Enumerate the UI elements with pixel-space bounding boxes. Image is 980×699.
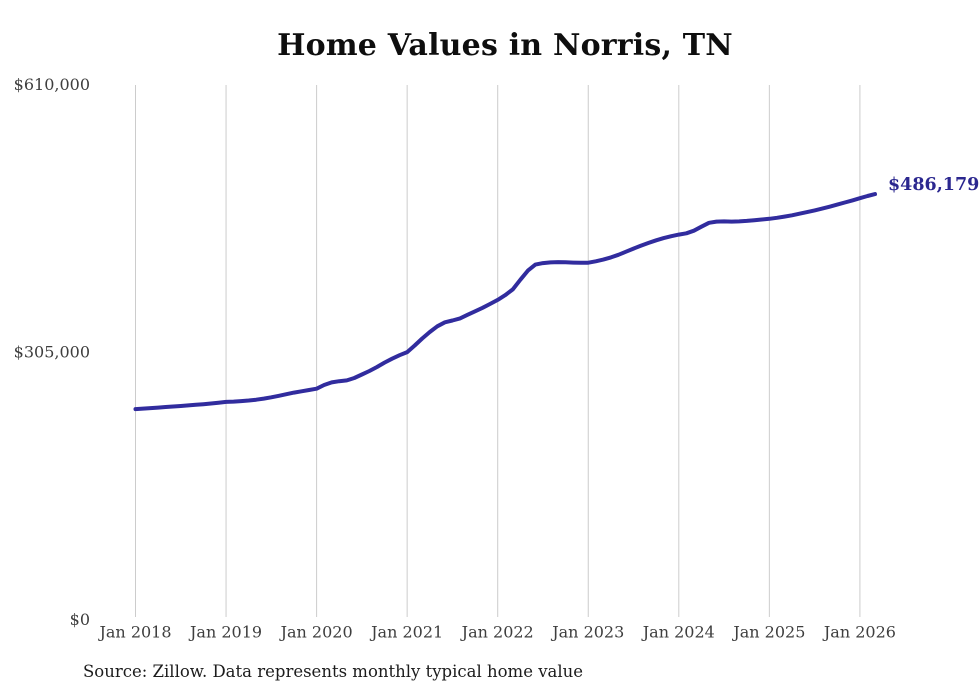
- x-tick-label: Jan 2024: [641, 623, 715, 642]
- x-tick-label: Jan 2025: [731, 623, 805, 642]
- x-tick-label: Jan 2018: [97, 623, 171, 642]
- x-tick-label: Jan 2026: [822, 623, 896, 642]
- x-tick-label: Jan 2023: [550, 623, 624, 642]
- x-axis-tick-labels: Jan 2018 Jan 2019 Jan 2020 Jan 2021 Jan 2022…: [97, 623, 895, 642]
- x-tick-label: Jan 2020: [279, 623, 353, 642]
- y-tick-label: $610,000: [14, 75, 90, 94]
- y-tick-label: $305,000: [14, 343, 90, 362]
- chart-title: Home Values in Norris, TN: [277, 28, 733, 63]
- y-tick-label: $0: [70, 610, 90, 629]
- source-note: Source: Zillow. Data represents monthly …: [83, 662, 584, 681]
- latest-value-label: $486,179: [888, 175, 980, 195]
- y-axis-tick-labels: $0 $305,000 $610,000: [14, 75, 90, 629]
- home-value-line: [133, 192, 877, 412]
- x-tick-label: Jan 2021: [369, 623, 443, 642]
- x-tick-label: Jan 2022: [460, 623, 534, 642]
- gridlines: [135, 85, 861, 617]
- x-tick-label: Jan 2019: [188, 623, 262, 642]
